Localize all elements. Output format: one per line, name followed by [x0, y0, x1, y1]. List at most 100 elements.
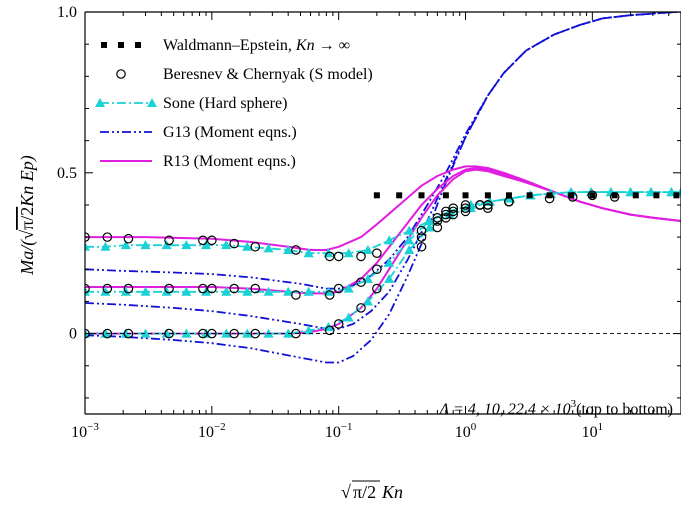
legend-entry-we: Waldmann–Epstein, Kn → ∞ — [101, 37, 350, 54]
marker-bc-1-13 — [416, 232, 427, 242]
marker-sone-0-13 — [343, 312, 354, 322]
marker-bc-1-9 — [324, 290, 335, 300]
legend-entry-bc: Beresnev & Chernyak (S model) — [116, 66, 373, 83]
marker-bc-1-3 — [164, 283, 174, 294]
marker-bc-2-12 — [372, 248, 382, 258]
x-tick-base: 10 — [198, 424, 214, 441]
marker-sone-1-1 — [100, 286, 111, 296]
series-we — [373, 192, 680, 199]
marker-bc-1-17 — [460, 203, 471, 213]
marker-bc-2-13 — [416, 225, 427, 236]
marker-we-13 — [653, 192, 660, 199]
legend-marker-bc — [116, 69, 126, 79]
y-label-pre: Ma/( — [17, 239, 38, 276]
legend-label-text: Waldmann–Epstein, — [163, 37, 296, 54]
x-axis-label: √ π/2 Kn — [341, 480, 403, 502]
annotation-sup: 3 — [571, 398, 577, 410]
marker-bc-1-2 — [123, 283, 134, 294]
marker-sone-2-15 — [384, 235, 395, 245]
marker-sone-2-7 — [221, 240, 232, 250]
marker-we-9 — [568, 192, 575, 199]
marker-we-11 — [611, 192, 618, 199]
marker-bc-2-11 — [356, 251, 366, 262]
marker-bc-2-10 — [333, 251, 344, 262]
legend-label-g13: G13 (Moment eqns.) — [163, 124, 297, 141]
marker-sone-1-15 — [384, 257, 395, 267]
x-tick-base: 10 — [325, 424, 341, 441]
marker-sone-1-4 — [161, 286, 172, 296]
marker-bc-2-2 — [123, 233, 134, 244]
marker-sone-2-16 — [404, 225, 415, 235]
legend-marker-sone-1 — [147, 98, 157, 107]
marker-bc-2-14 — [432, 213, 443, 223]
marker-sone-0-16 — [404, 244, 415, 254]
x-tick-exp: 1 — [598, 421, 604, 433]
legend-entry-g13: G13 (Moment eqns.) — [100, 124, 297, 141]
marker-bc-0-9 — [324, 325, 335, 336]
y-tick-label-0: 0 — [69, 326, 77, 343]
marker-sone-0-6 — [201, 328, 212, 338]
marker-bc-1-14 — [432, 216, 443, 226]
marker-bc-0-7 — [250, 328, 261, 339]
marker-sone-0-2 — [120, 328, 131, 338]
annotation-suffix: (top to bottom) — [576, 401, 673, 418]
marker-sone-2-0 — [85, 241, 90, 251]
marker-sone-0-4 — [161, 328, 172, 338]
y-label-sqrt-arg: π/2 — [17, 207, 37, 230]
marker-bc-1-16 — [448, 206, 459, 217]
marker-bc-2-16 — [448, 203, 459, 213]
marker-bc-0-23 — [587, 190, 598, 201]
marker-sone-1-11 — [303, 286, 314, 296]
marker-sone-0-8 — [242, 328, 253, 338]
marker-bc-0-13 — [416, 241, 427, 252]
line-g13-2 — [85, 12, 681, 290]
marker-sone-2-14 — [362, 244, 373, 254]
marker-bc-2-19 — [483, 200, 493, 210]
marker-bc-1-6 — [229, 283, 239, 294]
marker-sone-2-17 — [424, 216, 435, 226]
marker-sone-2-3 — [140, 240, 151, 250]
marker-sone-2-11 — [303, 248, 314, 258]
legend-label-text: G13 (Moment eqns.) — [163, 124, 297, 141]
marker-bc-2-17 — [460, 200, 471, 210]
marker-bc-2-3 — [164, 235, 174, 246]
x-label-var: Kn — [381, 482, 403, 502]
marker-sone-1-3 — [140, 286, 151, 296]
legend-entry-r13: R13 (Moment eqns.) — [100, 153, 296, 170]
marker-sone-1-7 — [221, 286, 232, 296]
marker-we-1 — [396, 192, 403, 199]
marker-sone-1-5 — [181, 286, 192, 296]
marker-we-4 — [462, 192, 469, 199]
legend-label-italic: Kn — [295, 37, 315, 54]
marker-sone-2-19 — [465, 199, 476, 209]
marker-we-2 — [418, 192, 425, 199]
marker-sone-0-5 — [181, 328, 192, 338]
marker-bc-0-11 — [356, 303, 366, 313]
legend-label-text: Sone (Hard sphere) — [163, 95, 287, 112]
x-tick-label-4: 101 — [582, 421, 604, 441]
marker-sone-0-9 — [263, 328, 274, 338]
x-tick-label-2: 10−1 — [325, 421, 353, 441]
x-tick-exp: 0 — [471, 421, 477, 433]
marker-bc-0-19 — [483, 203, 493, 213]
marker-we-6 — [505, 192, 512, 199]
marker-we-7 — [526, 192, 533, 199]
y-label-sqrt-sign: √ — [17, 230, 37, 240]
x-tick-exp: −3 — [87, 421, 99, 433]
marker-bc-1-12 — [372, 264, 382, 275]
legend-marker-we-0 — [101, 42, 107, 48]
legend-label-we: Waldmann–Epstein, Kn → ∞ — [163, 37, 350, 54]
marker-sone-0-15 — [384, 273, 395, 283]
marker-sone-1-13 — [343, 283, 354, 293]
marker-sone-2-9 — [263, 243, 274, 253]
marker-sone-1-0 — [85, 286, 90, 296]
x-tick-exp: −2 — [214, 421, 226, 433]
x-label-sqrt-arg: π/2 — [353, 482, 376, 502]
legend-label-text: Beresnev & Chernyak (S model) — [163, 66, 373, 83]
y-axis-label: Ma/(√π/2Kn Ep) — [17, 155, 38, 275]
legend-label-text: R13 (Moment eqns.) — [163, 153, 296, 170]
marker-bc-2-8 — [291, 245, 301, 255]
legend-marker-we-1 — [118, 42, 124, 48]
marker-we-5 — [484, 192, 491, 199]
